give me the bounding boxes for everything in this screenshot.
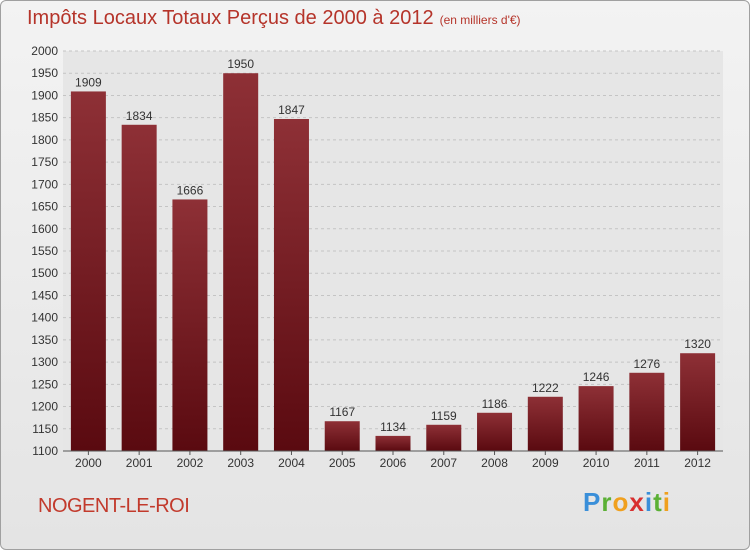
y-tick-label: 1700 [31,177,58,191]
bar-value-label: 1320 [684,337,711,351]
x-tick-label: 2003 [227,456,254,470]
logo-letter: o [612,487,630,517]
chart-title-text: Impôts Locaux Totaux Perçus de 2000 à 20… [27,7,434,29]
logo-letter: i [644,487,654,517]
bar-value-label: 1909 [75,75,102,89]
x-tick-label: 2000 [75,456,102,470]
chart-unit-label: (en milliers d'€) [439,13,521,27]
bar-value-label: 1246 [583,370,610,384]
bar-2002 [172,199,208,451]
y-tick-label: 1500 [31,266,58,280]
bar-value-label: 1167 [329,405,355,419]
y-tick-label: 1750 [31,155,58,169]
bar-2010 [578,386,614,451]
bar-2000 [70,91,106,451]
x-tick-label: 2001 [126,456,153,470]
bar-value-label: 1222 [532,381,559,395]
bar-2009 [527,396,563,451]
y-tick-label: 1200 [31,400,58,414]
logo-letter: t [653,487,663,517]
bar-2005 [324,421,360,451]
y-tick-label: 1850 [31,111,58,125]
logo-letter: r [601,487,613,517]
bar-2004 [273,119,309,451]
bar-value-label: 1186 [482,397,508,411]
bar-value-label: 1134 [380,420,406,434]
y-tick-label: 1250 [31,377,58,391]
bar-2001 [121,124,157,452]
y-tick-label: 1650 [31,200,58,214]
bar-value-label: 1950 [227,57,254,71]
logo-letter: P [583,487,602,517]
y-tick-label: 2000 [31,44,58,58]
location-label: NOGENT-LE-ROI [38,495,190,517]
logo-letter: i [662,487,671,517]
bar-value-label: 1159 [431,409,457,423]
x-tick-label: 2005 [329,456,356,470]
y-tick-label: 1100 [32,444,58,458]
y-tick-label: 1600 [31,222,58,236]
y-tick-label: 1950 [31,66,58,80]
bar-2007 [426,424,462,451]
y-tick-label: 1550 [31,244,58,258]
bar-value-label: 1834 [126,109,153,123]
bar-value-label: 1847 [278,103,305,117]
bar-value-label: 1666 [177,183,204,197]
logo-letter: x [629,487,645,517]
bar-value-label: 1276 [633,357,660,371]
bars: 1909 1834 1666 1950 1847 1167 1134 1159 1186 1222… [70,57,716,452]
y-tick-label: 1450 [31,288,58,302]
x-tick-label: 2004 [278,456,305,470]
bar-2012 [680,353,716,451]
x-tick-label: 2007 [430,456,457,470]
proxiti-logo: Proxiti [583,487,671,518]
x-tick-label: 2009 [532,456,559,470]
bar-2006 [375,435,411,451]
x-tick-label: 2010 [583,456,610,470]
y-tick-label: 1900 [31,88,58,102]
x-tick-label: 2006 [380,456,407,470]
x-tick-label: 2008 [481,456,508,470]
y-tick-label: 1350 [31,333,58,347]
chart-title: Impôts Locaux Totaux Perçus de 2000 à 20… [27,7,521,30]
x-axis-ticks: 2000 2001 2002 2003 2004 2005 2006 2007 2008 2009… [63,450,723,470]
x-tick-label: 2011 [634,456,660,470]
y-tick-label: 1400 [31,311,58,325]
bar-2003 [223,73,259,451]
x-tick-label: 2002 [177,456,204,470]
bar-2008 [477,412,513,451]
y-axis-ticks: 1100 1150 1200 1250 1300 1350 1400 1450 1500 1550… [31,44,58,458]
y-tick-label: 1150 [32,422,58,436]
bar-2011 [629,372,665,451]
x-tick-label: 2012 [684,456,711,470]
y-tick-label: 1800 [31,133,58,147]
y-tick-label: 1300 [31,355,58,369]
